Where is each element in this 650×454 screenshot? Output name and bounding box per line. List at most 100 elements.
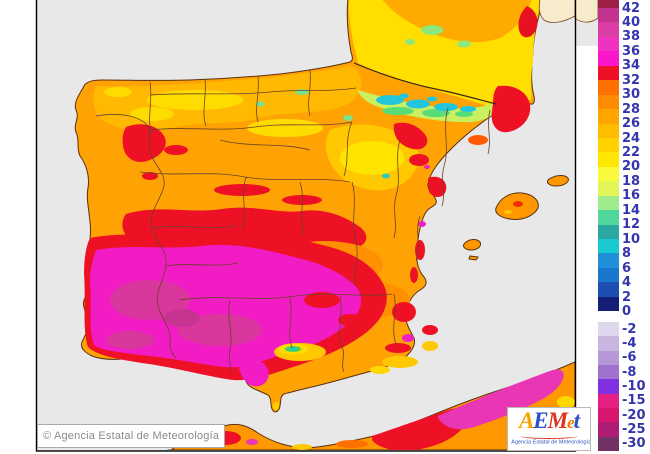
legend-cell (598, 350, 619, 365)
temperature-legend: 42 40 38 36 34 32 30 28 26 24 22 20 18 16 14 12 10 8 6 4 2 0 … (598, 0, 650, 454)
legend-cell (598, 239, 619, 254)
legend-cell (598, 0, 619, 8)
copyright-text: © Agencia Estatal de Meteorología (43, 430, 220, 442)
legend-cell (598, 51, 619, 66)
legend-label: 2 (622, 289, 632, 305)
legend-label: 10 (622, 231, 641, 247)
legend-label: 24 (622, 130, 641, 146)
legend-cell (598, 8, 619, 23)
balearic-islands (463, 175, 569, 261)
legend-label: -6 (622, 350, 637, 366)
logo-letter: M (547, 408, 568, 433)
catalonia-hot-patch (468, 85, 531, 145)
logo-letter: e (567, 413, 574, 432)
legend-label: 38 (622, 29, 641, 45)
legend-label: -15 (622, 393, 646, 409)
aemet-logo-subtitle: Agencia Estatal de Meteorología (511, 439, 591, 446)
province-boundaries (95, 69, 491, 375)
legend-label: 0 (622, 303, 632, 319)
legend-cell (598, 166, 619, 182)
legend-label: 4 (622, 275, 632, 291)
legend-cell (598, 393, 619, 408)
legend-cell (598, 123, 619, 138)
legend-cell (598, 195, 619, 211)
legend-cell (598, 22, 619, 37)
legend-label: 16 (622, 188, 641, 204)
douro-hot-patch (122, 124, 188, 180)
legend-cell (598, 267, 619, 283)
legend-label: -25 (622, 421, 646, 437)
france-hot-spot (518, 6, 538, 38)
southwest-extreme-heat (84, 231, 387, 387)
legend-label: 12 (622, 217, 641, 233)
legend-label: 34 (622, 58, 641, 74)
map-frame (35, 0, 577, 452)
legend-cell (598, 336, 619, 351)
legend-cell (598, 109, 619, 124)
northeast-yellow-zone (325, 124, 419, 191)
legend-cell (598, 65, 619, 81)
legend-label: -30 (622, 436, 646, 452)
legend-label: 18 (622, 173, 641, 189)
legend-cell (598, 80, 619, 95)
legend-label: 22 (622, 145, 641, 160)
logo-letter: t (573, 408, 580, 433)
legend-cell (598, 379, 619, 394)
legend-cell (598, 224, 619, 239)
southeast-hot-patches (385, 221, 438, 353)
legend-label: 30 (622, 87, 641, 103)
sierra-nevada-cool-spot (274, 343, 326, 361)
no-data-land (538, 0, 575, 23)
legend-label: -8 (622, 364, 637, 380)
legend-cell (598, 364, 619, 380)
legend-cell (598, 407, 619, 423)
logo-swoosh-icon (520, 433, 578, 439)
legend-cell (598, 94, 619, 110)
se-coastal-yellow (273, 341, 438, 410)
legend-label: 36 (622, 43, 641, 59)
legend-cell (598, 282, 619, 297)
legend-label: 6 (622, 260, 632, 276)
legend-label: 26 (622, 116, 641, 132)
legend-label: -4 (622, 335, 637, 351)
legend-label: 42 (622, 0, 641, 16)
menorca (547, 175, 569, 187)
aemet-logo: AEMet Agencia Estatal de Meteorología (507, 407, 591, 451)
ibiza (463, 239, 481, 251)
legend-label: 32 (622, 72, 641, 88)
legend-cell (598, 296, 619, 312)
legend-cell (598, 422, 619, 437)
legend-label: 14 (622, 202, 641, 218)
mallorca-hot-spot (513, 201, 523, 207)
pyrenees-border (353, 62, 497, 105)
legend-cell (598, 137, 619, 153)
legend-cell (598, 152, 619, 167)
logo-letter: A (518, 408, 534, 433)
legend-label: -20 (622, 407, 646, 423)
copyright-box: © Agencia Estatal de Meteorología (37, 424, 225, 448)
legend-label: 8 (622, 246, 632, 262)
legend-upper-bar (598, 0, 619, 312)
formentera (468, 255, 479, 261)
legend-label: 20 (622, 159, 641, 175)
legend-label: -10 (622, 378, 646, 394)
pyrenees-cool-band (358, 90, 497, 123)
legend-cell (598, 436, 619, 451)
legend-cell (598, 210, 619, 225)
logo-letter: E (533, 408, 548, 433)
gutter-sea (575, 14, 598, 46)
legend-label: -2 (622, 321, 637, 337)
legend-cell (598, 322, 619, 337)
legend-label: 28 (622, 101, 641, 117)
no-data-land-gutter (574, 0, 599, 23)
north-band (93, 66, 362, 137)
legend-cell (598, 181, 619, 196)
legend-cell (598, 253, 619, 268)
legend-lower-bar (598, 322, 619, 451)
legend-label: 40 (622, 14, 641, 30)
aemet-wordmark: AEMet (508, 408, 590, 436)
legend-cell (598, 36, 619, 52)
france-region (348, 0, 541, 108)
